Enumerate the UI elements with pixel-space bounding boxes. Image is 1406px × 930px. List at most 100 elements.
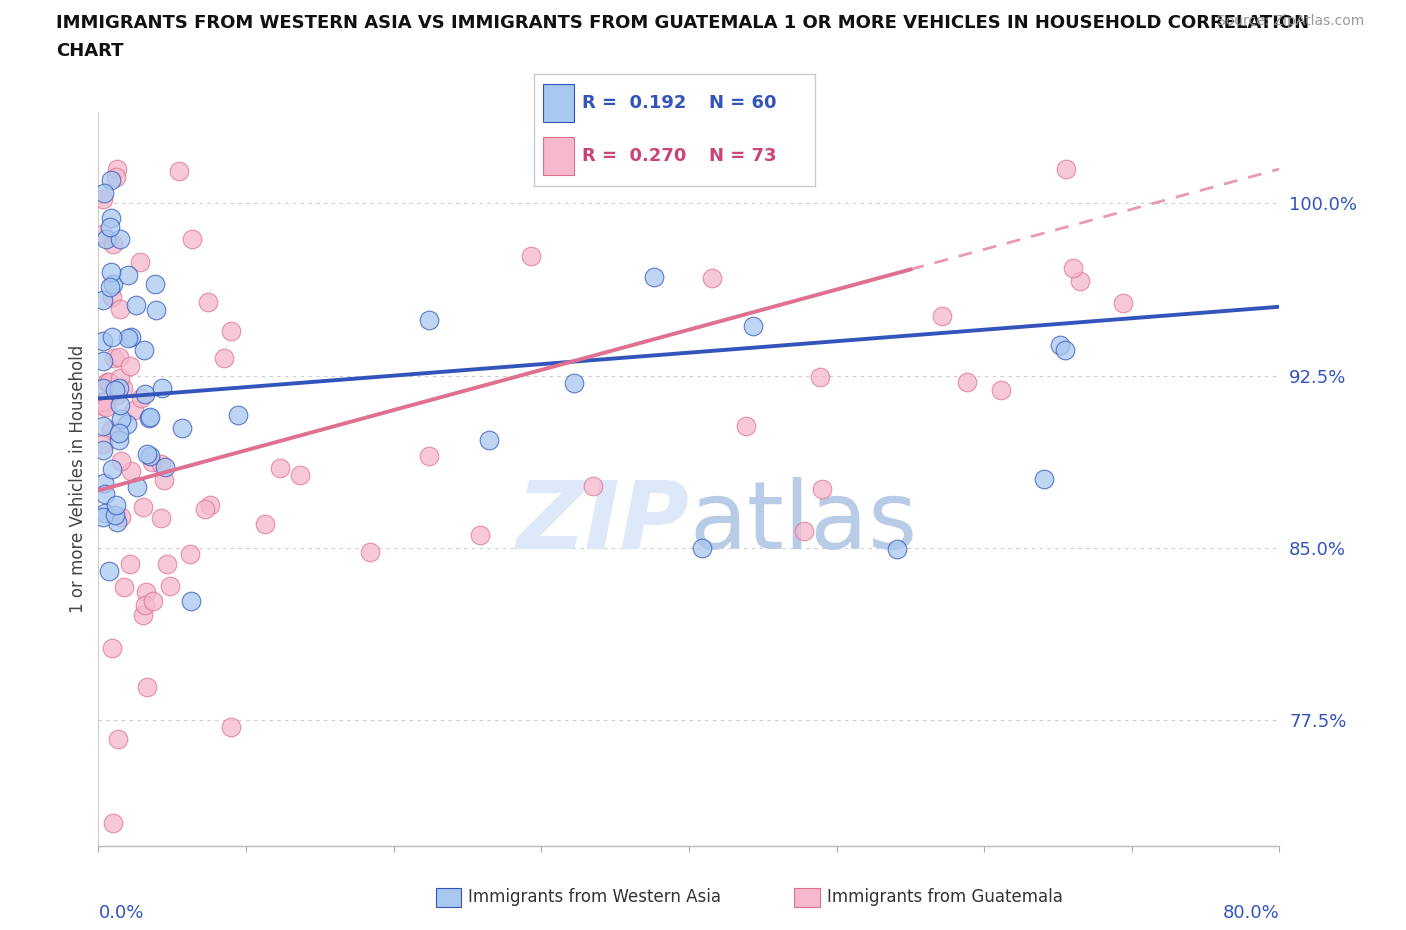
Point (111, 381, 134, 396)
Point (990, 382, 1012, 397)
Point (153, 472, 176, 487)
Point (219, 720, 242, 735)
Point (91, 510, 114, 525)
Point (93, 476, 115, 491)
Point (100, 210, 122, 225)
Point (91, 192, 114, 206)
Text: R =  0.192: R = 0.192 (582, 95, 686, 113)
Point (125, 479, 148, 494)
Point (135, 584, 157, 599)
Point (101, 277, 124, 292)
Point (886, 541, 908, 556)
Point (253, 516, 276, 531)
Point (100, 422, 122, 437)
Point (105, 162, 128, 177)
Point (107, 426, 129, 441)
Text: N = 60: N = 60 (709, 95, 776, 113)
Point (117, 331, 139, 346)
Point (700, 271, 723, 286)
Point (129, 391, 152, 405)
Point (156, 556, 179, 571)
Point (135, 446, 157, 461)
Point (180, 593, 202, 608)
Text: Immigrants from Guatemala: Immigrants from Guatemala (827, 888, 1063, 907)
Point (150, 380, 173, 395)
Point (98, 219, 121, 234)
Point (93, 185, 115, 200)
Point (418, 312, 440, 327)
Point (134, 597, 156, 612)
Text: Source: ZipAtlas.com: Source: ZipAtlas.com (1216, 14, 1364, 28)
Point (108, 380, 131, 395)
Point (105, 498, 128, 512)
Point (520, 248, 543, 263)
Text: CHART: CHART (56, 42, 124, 60)
Text: IMMIGRANTS FROM WESTERN ASIA VS IMMIGRANTS FROM GUATEMALA 1 OR MORE VEHICLES IN : IMMIGRANTS FROM WESTERN ASIA VS IMMIGRAN… (56, 14, 1309, 32)
Point (104, 169, 127, 184)
Point (110, 510, 132, 525)
Text: N = 73: N = 73 (709, 147, 776, 165)
Point (155, 460, 177, 475)
Point (735, 418, 758, 433)
Point (359, 545, 381, 560)
Point (811, 482, 834, 497)
Point (91, 443, 114, 458)
Bar (543, 137, 574, 175)
Point (931, 309, 953, 324)
Point (91, 293, 114, 308)
Point (181, 232, 204, 246)
Point (110, 454, 132, 469)
Text: R =  0.270: R = 0.270 (582, 147, 686, 165)
Point (91, 353, 114, 368)
Point (120, 359, 142, 374)
Text: Immigrants from Western Asia: Immigrants from Western Asia (468, 888, 721, 907)
Point (142, 593, 165, 608)
Point (269, 460, 291, 475)
Point (562, 375, 585, 390)
Point (91, 334, 114, 349)
Point (1032, 472, 1054, 486)
Point (103, 508, 125, 523)
Point (169, 164, 191, 179)
Point (139, 409, 162, 424)
Point (159, 578, 181, 593)
Point (793, 524, 815, 538)
Point (741, 319, 763, 334)
Point (101, 289, 124, 304)
Text: atlas: atlas (689, 477, 917, 569)
Point (198, 498, 221, 512)
Point (101, 641, 124, 656)
Point (212, 351, 235, 365)
Point (120, 329, 142, 344)
Point (418, 448, 440, 463)
Point (96, 400, 118, 415)
Point (582, 478, 605, 493)
Point (91, 393, 114, 408)
Point (643, 270, 665, 285)
Point (219, 324, 242, 339)
Point (136, 680, 159, 695)
Point (117, 267, 139, 282)
Text: 0.0%: 0.0% (98, 904, 143, 922)
Point (478, 432, 501, 447)
Point (101, 461, 124, 476)
Point (1053, 342, 1076, 357)
Point (125, 298, 148, 312)
Point (138, 411, 160, 426)
Point (143, 277, 166, 292)
Point (197, 295, 219, 310)
Point (108, 371, 131, 386)
Point (115, 417, 138, 432)
Bar (543, 85, 574, 123)
Point (132, 607, 155, 622)
Point (101, 816, 124, 830)
Point (105, 515, 128, 530)
Point (1062, 260, 1084, 275)
Point (112, 579, 135, 594)
Point (93, 505, 115, 520)
Point (107, 432, 129, 447)
Point (98, 280, 121, 295)
Point (110, 412, 132, 427)
Point (141, 455, 163, 470)
Point (149, 511, 172, 525)
